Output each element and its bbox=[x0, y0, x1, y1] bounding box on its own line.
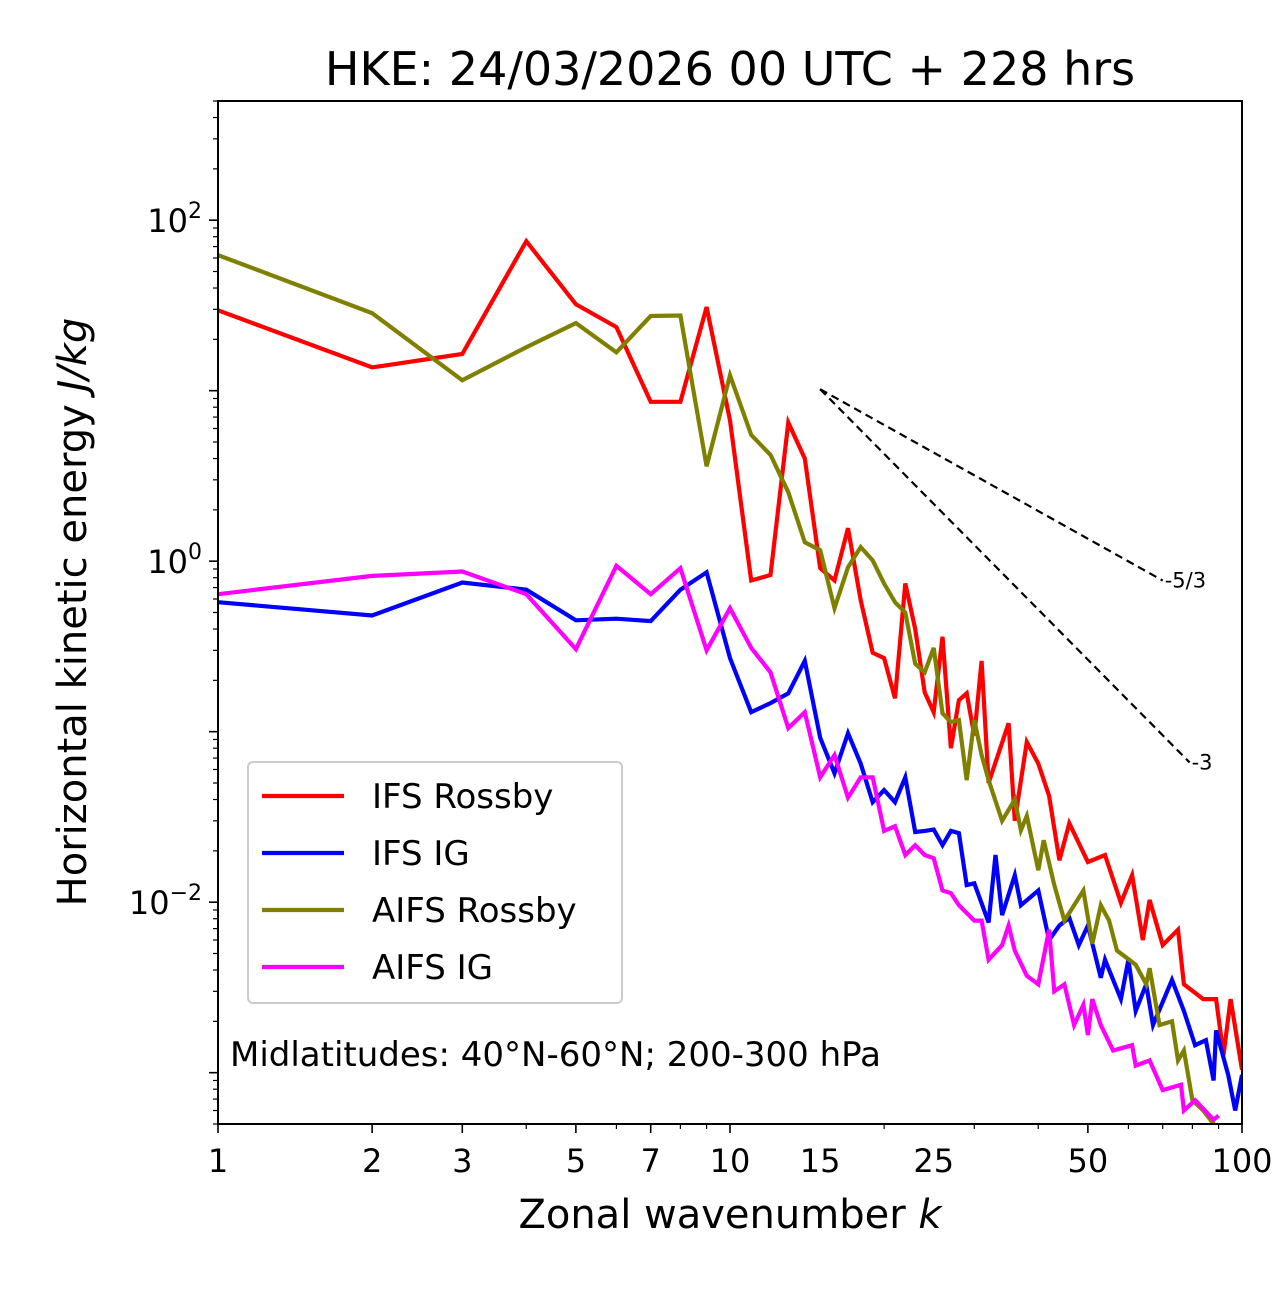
series-line-ifs-ig bbox=[218, 568, 1242, 1111]
legend-label: AIFS Rossby bbox=[372, 891, 577, 931]
y-tick-label-exponent: 2 bbox=[188, 199, 202, 224]
y-tick-label: 10−2 bbox=[129, 881, 202, 922]
y-tick-label: 100 bbox=[147, 540, 202, 581]
y-tick-label-exponent: −2 bbox=[170, 881, 202, 906]
chart-title: HKE: 24/03/2026 00 UTC + 228 hrs bbox=[325, 42, 1135, 96]
x-tick-label: 25 bbox=[913, 1142, 954, 1180]
x-tick-label: 15 bbox=[800, 1142, 841, 1180]
x-axis-label-text: Zonal wavenumber bbox=[518, 1192, 906, 1238]
x-tick-label: 5 bbox=[566, 1142, 586, 1180]
x-tick-label: 2 bbox=[362, 1142, 382, 1180]
reference-line-label: -5/3 bbox=[1165, 569, 1206, 593]
x-tick-label: 1 bbox=[208, 1142, 228, 1180]
series-line-aifs-ig bbox=[218, 562, 1220, 1123]
reference-line-slope-1 bbox=[819, 388, 1191, 764]
legend-label: IFS Rossby bbox=[372, 777, 553, 817]
x-tick-label: 50 bbox=[1068, 1142, 1109, 1180]
y-tick-label-base: 10 bbox=[147, 202, 188, 240]
legend-box bbox=[247, 761, 623, 1004]
x-tick-label: 3 bbox=[452, 1142, 472, 1180]
x-tick-label: 10 bbox=[710, 1142, 751, 1180]
y-axis-label-unit: J/kg bbox=[50, 318, 96, 399]
legend: IFS Rossby IFS IG AIFS Rossby AIFS IG bbox=[247, 761, 623, 1004]
x-axis-label: Zonal wavenumber k bbox=[518, 1192, 943, 1238]
x-axis-label-var: k bbox=[918, 1192, 943, 1238]
reference-line-label: -3 bbox=[1192, 750, 1213, 774]
y-tick-label: 102 bbox=[147, 199, 202, 240]
region-annotation: Midlatitudes: 40°N-60°N; 200-300 hPa bbox=[230, 1035, 881, 1075]
x-tick-label: 100 bbox=[1211, 1142, 1272, 1180]
series-line-aifs-rossby bbox=[218, 253, 1217, 1124]
plot-area bbox=[218, 237, 1242, 1124]
y-tick-label-exponent: 0 bbox=[188, 540, 202, 565]
y-tick-label-base: 10 bbox=[129, 884, 170, 922]
legend-label: IFS IG bbox=[372, 834, 470, 874]
y-tick-label-base: 10 bbox=[147, 543, 188, 581]
x-tick-label: 7 bbox=[641, 1142, 661, 1180]
series-line-ifs-rossby bbox=[218, 237, 1242, 1071]
y-axis-label: Horizontal kinetic energy J/kg bbox=[50, 318, 96, 907]
legend-label: AIFS IG bbox=[372, 948, 493, 988]
y-axis-label-text: Horizontal kinetic energy bbox=[50, 404, 96, 906]
reference-line-slope-0 bbox=[819, 388, 1164, 582]
